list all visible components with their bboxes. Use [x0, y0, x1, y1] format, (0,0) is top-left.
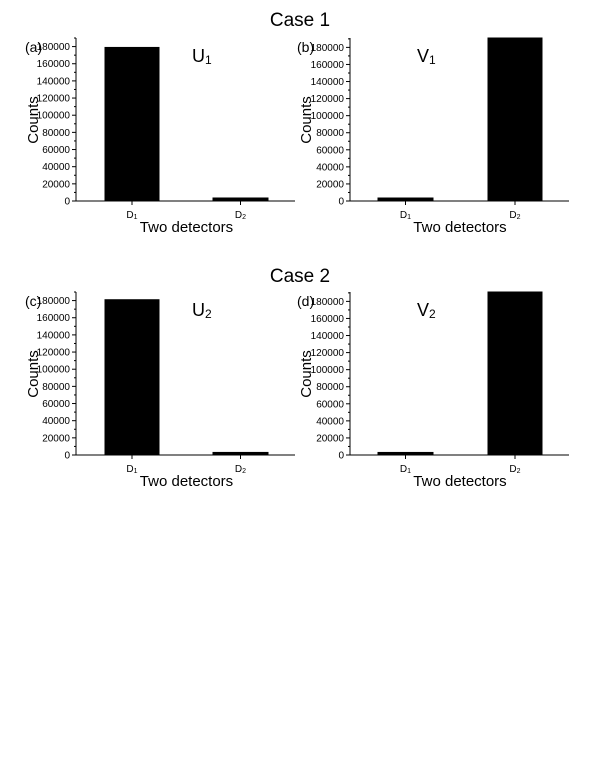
- y-tick-label: 60000: [316, 145, 344, 156]
- y-tick-label: 20000: [316, 433, 344, 444]
- operator-label: V1: [417, 46, 436, 67]
- bar-D2: [212, 197, 269, 202]
- panel-label: (d): [297, 293, 314, 309]
- y-tick-label: 20000: [316, 179, 344, 190]
- y-tick-label: 180000: [37, 296, 71, 307]
- y-tick-label: 120000: [37, 94, 71, 105]
- y-tick-label: 60000: [316, 399, 344, 410]
- x-tick-label: D2: [509, 210, 520, 221]
- y-tick-label: 120000: [37, 348, 71, 359]
- y-tick-label: 80000: [42, 382, 70, 393]
- panel-label: (a): [25, 39, 42, 55]
- y-tick-label: 160000: [311, 60, 345, 71]
- y-tick-label: 140000: [311, 77, 345, 88]
- y-tick-label: 40000: [316, 416, 344, 427]
- y-tick-label: 180000: [311, 43, 345, 54]
- operator-label: V2: [417, 300, 436, 321]
- chart-panels: (a) U1 0 20000 40000 60000 80000 100000 120000 14…: [25, 37, 569, 490]
- x-tick-label: D2: [235, 210, 246, 221]
- y-tick-label: 80000: [316, 382, 344, 393]
- chart-panel-a: (a) U1 0 20000 40000 60000 80000 100000 120000 14…: [25, 37, 295, 236]
- y-tick-label: 120000: [311, 94, 345, 105]
- y-tick-label: 160000: [37, 313, 71, 324]
- operator-label: U2: [192, 300, 212, 321]
- y-axis-label: Counts: [25, 350, 42, 398]
- y-axis-label: Counts: [298, 350, 315, 398]
- bar-D1: [104, 46, 160, 202]
- y-tick-label: 80000: [42, 128, 70, 139]
- y-tick-label: 60000: [42, 399, 70, 410]
- y-tick-label: 120000: [311, 348, 345, 359]
- x-tick-label: D1: [400, 210, 411, 221]
- panel-label: (c): [25, 293, 41, 309]
- bar-D2: [487, 37, 543, 202]
- panel-label: (b): [297, 39, 314, 55]
- bar-D1: [377, 197, 434, 202]
- y-tick-label: 180000: [311, 297, 345, 308]
- chart-panel-c: (c) U2 0 20000 40000 60000 80000 100000 120000 14…: [25, 291, 295, 490]
- case-2-title: Case 2: [270, 266, 330, 287]
- y-tick-label: 60000: [42, 145, 70, 156]
- chart-panel-d: (d) V2 0 20000 40000 60000 80000 100000 120000 14…: [297, 291, 569, 490]
- bar-D2: [212, 451, 269, 456]
- x-tick-label: D1: [126, 210, 137, 221]
- y-tick-label: 0: [64, 451, 70, 462]
- y-tick-label: 140000: [311, 331, 345, 342]
- y-tick-label: 40000: [42, 416, 70, 427]
- x-axis-label: Two detectors: [413, 219, 506, 236]
- y-tick-label: 0: [338, 451, 344, 462]
- y-tick-label: 180000: [37, 42, 71, 53]
- x-axis-label: Two detectors: [140, 473, 233, 490]
- chart-panel-b: (b) V1 0 20000 40000 60000 80000 100000 120000 14…: [297, 37, 569, 236]
- y-tick-label: 100000: [311, 365, 345, 376]
- y-tick-label: 140000: [37, 76, 71, 87]
- y-tick-label: 140000: [37, 330, 71, 341]
- y-tick-label: 40000: [316, 162, 344, 173]
- y-tick-label: 0: [64, 197, 70, 208]
- operator-label: U1: [192, 46, 212, 67]
- y-tick-label: 80000: [316, 128, 344, 139]
- x-tick-label: D2: [509, 464, 520, 475]
- y-tick-label: 160000: [37, 59, 71, 70]
- x-axis-label: Two detectors: [140, 219, 233, 236]
- x-tick-label: D2: [235, 464, 246, 475]
- y-tick-label: 160000: [311, 314, 345, 325]
- y-tick-label: 0: [338, 197, 344, 208]
- x-tick-label: D1: [400, 464, 411, 475]
- x-axis-label: Two detectors: [413, 473, 506, 490]
- bar-D1: [104, 299, 160, 456]
- y-axis-label: Counts: [25, 96, 42, 144]
- y-tick-label: 20000: [42, 179, 70, 190]
- bar-D2: [487, 291, 543, 456]
- y-axis-label: Counts: [298, 96, 315, 144]
- y-tick-label: 100000: [37, 111, 71, 122]
- y-tick-label: 100000: [311, 111, 345, 122]
- y-tick-label: 40000: [42, 162, 70, 173]
- y-tick-label: 20000: [42, 433, 70, 444]
- case-1-title: Case 1: [270, 10, 330, 31]
- bar-D1: [377, 451, 434, 456]
- y-tick-label: 100000: [37, 365, 71, 376]
- x-tick-label: D1: [126, 464, 137, 475]
